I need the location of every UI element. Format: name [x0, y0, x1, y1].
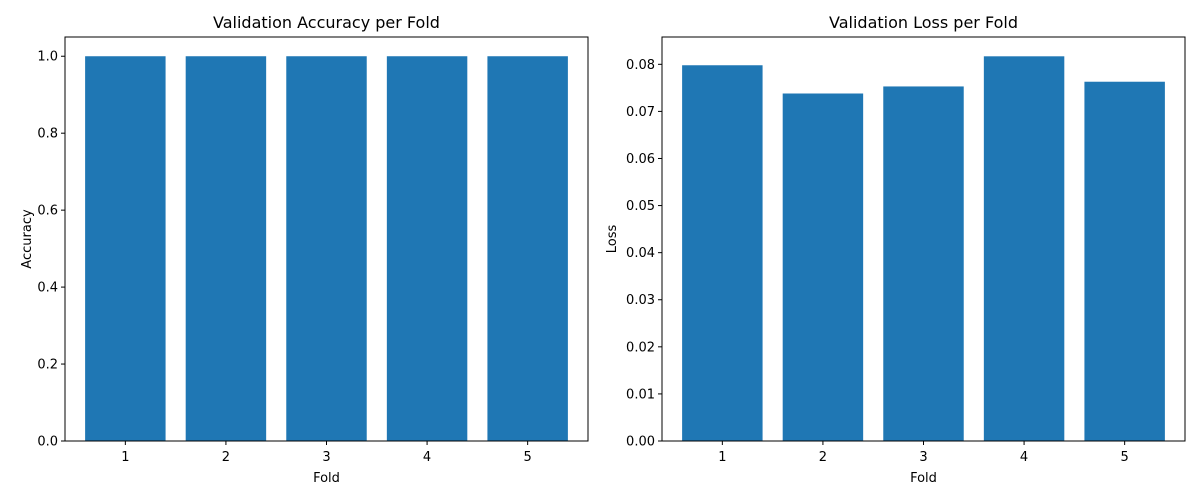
- loss-chart-xtick-label: 4: [1020, 450, 1028, 465]
- loss-chart-ytick-label: 0.01: [626, 387, 655, 402]
- loss-chart-ytick-label: 0.03: [626, 293, 655, 308]
- accuracy-chart-bar: [487, 56, 568, 441]
- accuracy-chart-xtick-label: 1: [121, 450, 129, 465]
- loss-chart-ytick-label: 0.02: [626, 340, 655, 355]
- accuracy-chart-ylabel: Accuracy: [20, 209, 35, 269]
- accuracy-chart-xtick-label: 2: [222, 450, 230, 465]
- loss-chart-xtick-label: 5: [1121, 450, 1129, 465]
- loss-chart-ytick-label: 0.06: [626, 152, 655, 167]
- loss-chart-bar: [883, 86, 964, 442]
- accuracy-chart: Validation Accuracy per Fold Fold Accura…: [20, 13, 589, 486]
- loss-chart-bar: [983, 56, 1065, 442]
- accuracy-chart-bar: [185, 56, 267, 441]
- loss-chart-ytick-label: 0.05: [626, 199, 655, 214]
- accuracy-chart-ytick-label: 0.6: [37, 204, 58, 219]
- accuracy-chart-ytick-label: 0.0: [37, 435, 58, 450]
- accuracy-chart-ytick-label: 0.2: [37, 358, 58, 373]
- accuracy-chart-bar: [85, 56, 166, 441]
- loss-chart-ytick-label: 0.08: [626, 58, 655, 73]
- loss-chart-xlabel: Fold: [910, 471, 937, 486]
- accuracy-chart-xtick-label: 5: [524, 450, 532, 465]
- loss-chart-bar: [782, 93, 864, 442]
- accuracy-chart-xtick-label: 4: [423, 450, 431, 465]
- loss-chart-ytick-label: 0.00: [626, 435, 655, 450]
- loss-chart-ylabel: Loss: [605, 225, 620, 254]
- loss-chart-xtick-label: 2: [819, 450, 827, 465]
- accuracy-chart-ytick-label: 1.0: [37, 50, 58, 65]
- loss-chart-ytick-label: 0.04: [626, 246, 655, 261]
- loss-chart-xtick-label: 3: [919, 450, 927, 465]
- loss-chart-xtick-label: 1: [718, 450, 726, 465]
- loss-chart-ytick-label: 0.07: [626, 105, 655, 120]
- accuracy-chart-title: Validation Accuracy per Fold: [213, 13, 440, 32]
- loss-chart-bar: [682, 65, 763, 442]
- accuracy-chart-ytick-label: 0.8: [37, 127, 58, 142]
- loss-chart-bar: [1084, 81, 1165, 441]
- accuracy-chart-bar: [286, 56, 367, 441]
- accuracy-chart-xtick-label: 3: [322, 450, 330, 465]
- accuracy-chart-ytick-label: 0.4: [37, 281, 58, 296]
- accuracy-chart-xlabel: Fold: [313, 471, 340, 486]
- loss-chart: Validation Loss per Fold Fold Loss 1 2 3 4 5…: [605, 13, 1186, 486]
- accuracy-chart-bar: [386, 56, 468, 441]
- loss-chart-title: Validation Loss per Fold: [829, 13, 1018, 32]
